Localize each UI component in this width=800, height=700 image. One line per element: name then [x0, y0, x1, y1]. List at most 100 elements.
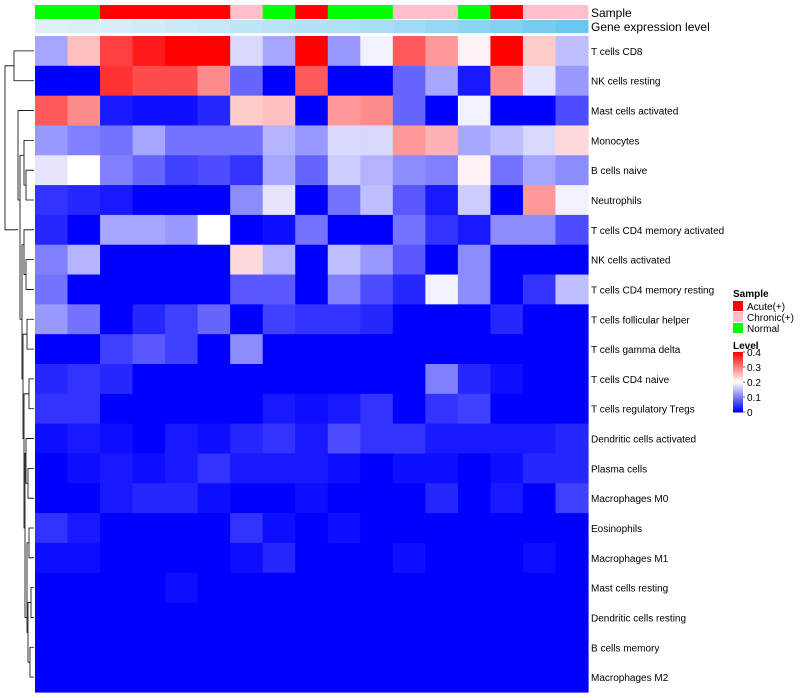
heatmap-cell [327, 632, 361, 663]
heatmap-cell [132, 304, 166, 335]
level-gradient-step [733, 395, 743, 397]
heatmap-cell [100, 36, 134, 67]
level-gradient-step [733, 356, 743, 358]
heatmap-cell [165, 304, 199, 335]
heatmap-cell [67, 483, 101, 514]
heatmap-cell [197, 483, 231, 514]
heatmap-cell [457, 364, 492, 395]
level-gradient-step [733, 373, 743, 375]
level-legend-tick-label: 0.2 [747, 378, 761, 389]
heatmap-cell [457, 304, 492, 335]
level-gradient-step [733, 360, 743, 362]
level-gradient-step [733, 357, 743, 359]
heatmap-cell [490, 423, 524, 455]
level-gradient-step [733, 374, 743, 376]
row-label: NK cells activated [591, 256, 670, 267]
level-gradient-step [733, 392, 743, 394]
heatmap-cell [262, 185, 296, 216]
heatmap-cell [132, 65, 166, 97]
heatmap-cell [522, 602, 557, 633]
dendrogram-branch [30, 587, 34, 618]
heatmap-cell [262, 423, 296, 455]
heatmap-cell [165, 155, 199, 186]
level-gradient-step [733, 397, 743, 399]
expression-annotation-cell [132, 20, 166, 33]
heatmap-cell [360, 36, 394, 67]
heatmap-cell [555, 304, 589, 335]
expression-annotation-cell [522, 20, 556, 33]
expression-annotation-cell [360, 20, 394, 33]
heatmap-cell [555, 602, 589, 633]
sample-legend-label: Chronic(+) [747, 313, 794, 324]
heatmap-cell [197, 513, 231, 544]
level-gradient-step [733, 393, 743, 395]
heatmap-cell [230, 334, 264, 365]
heatmap-cell [100, 214, 134, 246]
heatmap-cell [132, 95, 166, 127]
heatmap-cell [522, 572, 557, 604]
heatmap-cell [35, 513, 69, 544]
heatmap-cell [35, 393, 69, 425]
sample-annotation-cell [67, 5, 101, 19]
sample-legend-label: Normal [747, 324, 779, 335]
heatmap-cell [295, 364, 329, 395]
level-gradient-step [733, 386, 743, 388]
heatmap-cell [295, 423, 329, 455]
dendrogram-branch [26, 318, 34, 350]
heatmap-cell [132, 364, 166, 395]
heatmap-cell [490, 125, 524, 156]
heatmap-cell [132, 125, 166, 156]
heatmap-cell [360, 214, 394, 246]
heatmap-cell [230, 602, 264, 633]
expression-annotation-cell [230, 20, 264, 33]
heatmap-cell [392, 542, 426, 574]
heatmap-cell [197, 662, 231, 693]
heatmap-cell [360, 274, 394, 305]
heatmap-cell [425, 185, 459, 216]
heatmap-cell [490, 274, 524, 305]
level-gradient-step [733, 365, 743, 367]
heatmap-cell [197, 423, 231, 455]
heatmap-cell [100, 602, 134, 633]
heatmap-cell [132, 36, 166, 67]
heatmap-cell [392, 65, 426, 97]
heatmap-cell [67, 95, 101, 127]
expression-annotation-cell [197, 20, 231, 33]
heatmap-cell [165, 393, 199, 425]
heatmap-cell [67, 513, 101, 544]
heatmap-cell [457, 453, 492, 484]
heatmap-cell [132, 334, 166, 365]
heatmap-cell [295, 542, 329, 574]
heatmap-cell [392, 304, 426, 335]
heatmap-cell [230, 214, 264, 246]
heatmap-cell [67, 423, 101, 455]
sample-annotation-cell [490, 5, 524, 19]
heatmap-cell [490, 602, 524, 633]
heatmap-cell [165, 364, 199, 395]
heatmap-cell [197, 364, 231, 395]
heatmap-cell [327, 185, 361, 216]
heatmap-cell [392, 185, 426, 216]
sample-annotation-cell [457, 5, 491, 19]
heatmap-cell [295, 125, 329, 156]
heatmap-cell [457, 423, 492, 455]
heatmap-cell [392, 632, 426, 663]
heatmap-cell [425, 423, 459, 455]
heatmap-cell [327, 513, 361, 544]
heatmap-cell [522, 36, 557, 67]
heatmap-cell [522, 274, 557, 305]
dendrogram-branch [17, 110, 34, 201]
sample-annotation-cell [100, 5, 134, 19]
heatmap-cell [132, 542, 166, 574]
heatmap-cell [457, 155, 492, 186]
heatmap-cell [360, 334, 394, 365]
heatmap-cell [392, 453, 426, 484]
heatmap-cell [327, 483, 361, 514]
heatmap-cell [425, 125, 459, 156]
heatmap-cell [100, 334, 134, 365]
heatmap-cell [425, 244, 459, 276]
level-gradient-step [733, 401, 743, 403]
heatmap-cell [197, 453, 231, 484]
level-gradient-step [733, 355, 743, 357]
heatmap-cell [67, 542, 101, 574]
